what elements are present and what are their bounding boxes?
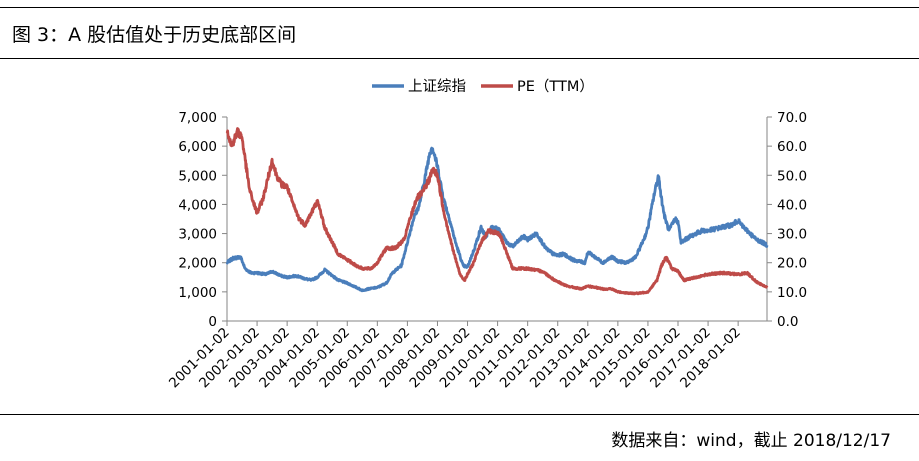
legend-label-0: 上证综指 [408, 78, 466, 95]
y-right-tick-label: 0.0 [777, 314, 798, 330]
series-line-0 [225, 146, 769, 293]
y-left-tick-label: 1,000 [178, 285, 217, 301]
y-right-tick-label: 20.0 [777, 256, 807, 272]
figure-caption: 图 3：A 股估值处于历史底部区间 [12, 24, 297, 46]
chart: 0 1,000 2,000 3,000 4,000 5,000 6,000 7,000 0.0 1… [166, 78, 807, 391]
y-left-tick-label: 7,000 [178, 110, 217, 126]
y-right-tick-label: 60.0 [777, 139, 807, 155]
source-note: 数据来自：wind，截止 2018/12/17 [611, 431, 891, 451]
y-left-tick-label: 2,000 [178, 256, 217, 272]
series-line-1 [225, 127, 769, 296]
y-left-tick-label: 0 [208, 314, 217, 330]
y-left-tick-label: 5,000 [178, 168, 217, 184]
y-left-tick-label: 4,000 [178, 197, 217, 213]
y-left-tick-label: 6,000 [178, 139, 217, 155]
y-left-tick-label: 3,000 [178, 227, 217, 243]
bottom-rule [0, 414, 919, 415]
top-rule [0, 7, 919, 8]
legend-label-1: PE（TTM） [517, 78, 594, 95]
y-right-tick-label: 40.0 [777, 197, 807, 213]
y-right-tick-label: 30.0 [777, 227, 807, 243]
y-right-tick-label: 50.0 [777, 168, 807, 184]
y-right-tick-label: 70.0 [777, 110, 807, 126]
caption-rule [0, 58, 919, 59]
y-right-tick-label: 10.0 [777, 285, 807, 301]
